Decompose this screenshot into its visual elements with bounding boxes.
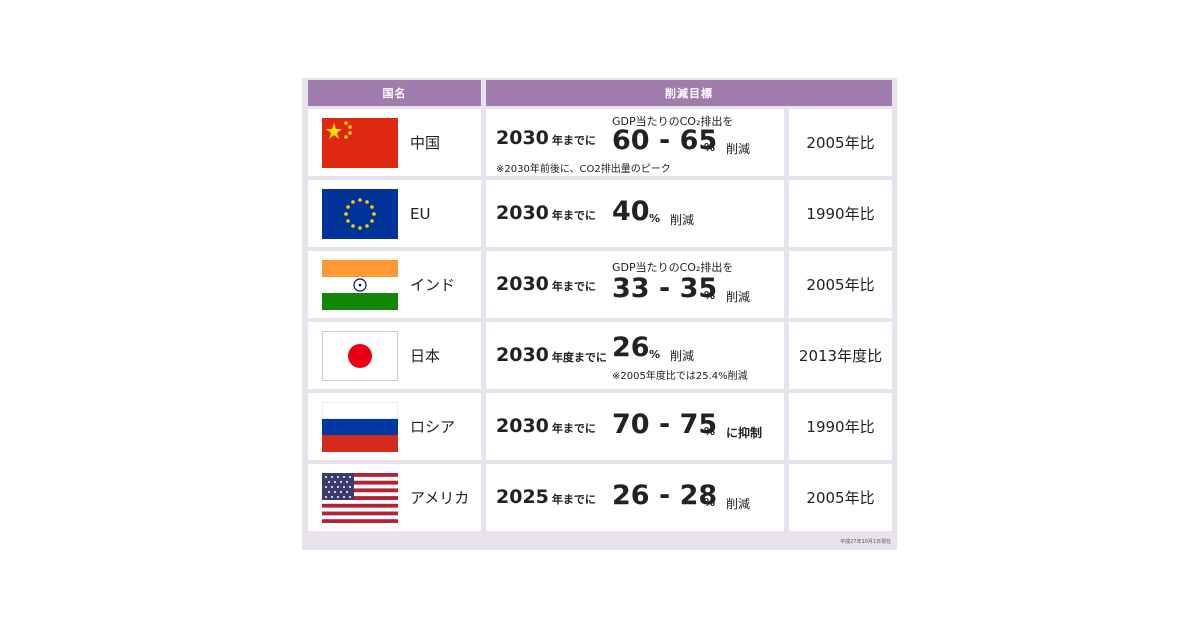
target-action: 削減 [726,142,751,156]
table-row: 日本 2030 年度までに 26 % 削減 ※2005年度比では25.4%削減 2… [308,322,897,389]
target-year: 2025 年までに [496,486,596,508]
reduction-targets-table: 国名 削減目標 中国 2030 年までに GDP当たりのCO₂排出を 60 - 6… [302,78,897,550]
percent-unit: % [704,141,716,154]
target-year: 2030 年までに [496,127,596,149]
country-cell: EU [308,180,481,247]
country-cell: 日本 [308,322,481,389]
header-target: 削減目標 [486,80,892,106]
base-year: 1990年比 [789,180,892,247]
table-row: EU 2030 年までに 40 % 削減 1990年比 [308,180,897,247]
table-row: インド 2030 年までに GDP当たりのCO₂排出を 33 - 35 % 削減 … [308,251,897,318]
percent-unit: % [704,496,716,509]
target-note: ※2005年度比では25.4%削減 [612,371,748,382]
header-country: 国名 [308,80,481,106]
target-cell: 2030 年までに 40 % 削減 [486,180,784,247]
country-name: アメリカ [410,489,470,507]
percent-unit: % [704,289,716,302]
russia-flag-icon [322,402,398,452]
gdp-basis: GDP当たりのCO₂排出を [612,115,734,128]
target-value: 26 - 28 [612,480,718,511]
country-name: EU [410,204,431,223]
target-year: 2030 年までに [496,273,596,295]
country-cell: インド [308,251,481,318]
table-row: アメリカ 2025 年までに 26 - 28 % 削減 2005年比 [308,464,897,531]
usa-flag-icon [322,473,398,523]
target-value: 70 - 75 [612,409,718,440]
target-value: 26 [612,332,650,363]
target-action: 削減 [670,349,695,363]
target-action: 削減 [726,497,751,511]
country-cell: アメリカ [308,464,481,531]
percent-unit: % [649,212,661,225]
gdp-basis: GDP当たりのCO₂排出を [612,261,734,274]
eu-flag-icon [322,189,398,239]
target-year: 2030 年までに [496,202,596,224]
base-year: 2005年比 [789,464,892,531]
japan-flag-icon [322,331,398,381]
base-year: 1990年比 [789,393,892,460]
base-year: 2005年比 [789,109,892,176]
country-name: インド [410,276,456,294]
target-value: 40 [612,196,650,227]
target-value: 60 - 65 [612,125,718,156]
target-action: に抑制 [726,426,763,440]
table-row: 中国 2030 年までに GDP当たりのCO₂排出を 60 - 65 % 削減 ※… [308,109,897,176]
country-name: ロシア [410,418,456,436]
target-year: 2030 年までに [496,415,596,437]
target-action: 削減 [726,290,751,304]
base-year: 2013年度比 [789,322,892,389]
as-of-date: 平成27年10月1日現在 [840,539,891,545]
target-value: 33 - 35 [612,273,718,304]
country-cell: 中国 [308,109,481,176]
country-name: 日本 [410,347,441,365]
target-note: ※2030年前後に、CO2排出量のピーク [496,164,671,175]
target-cell: 2030 年までに 70 - 75 % に抑制 [486,393,784,460]
target-action: 削減 [670,213,695,227]
china-flag-icon [322,118,398,168]
percent-unit: % [649,348,661,361]
target-year: 2030 年度までに [496,344,607,366]
target-cell: 2030 年までに GDP当たりのCO₂排出を 33 - 35 % 削減 [486,251,784,318]
country-cell: ロシア [308,393,481,460]
country-name: 中国 [410,134,441,152]
base-year: 2005年比 [789,251,892,318]
india-flag-icon [322,260,398,310]
target-cell: 2030 年までに GDP当たりのCO₂排出を 60 - 65 % 削減 ※203… [486,109,784,176]
target-cell: 2030 年度までに 26 % 削減 ※2005年度比では25.4%削減 [486,322,784,389]
percent-unit: % [704,425,716,438]
table-row: ロシア 2030 年までに 70 - 75 % に抑制 1990年比 [308,393,897,460]
target-cell: 2025 年までに 26 - 28 % 削減 [486,464,784,531]
